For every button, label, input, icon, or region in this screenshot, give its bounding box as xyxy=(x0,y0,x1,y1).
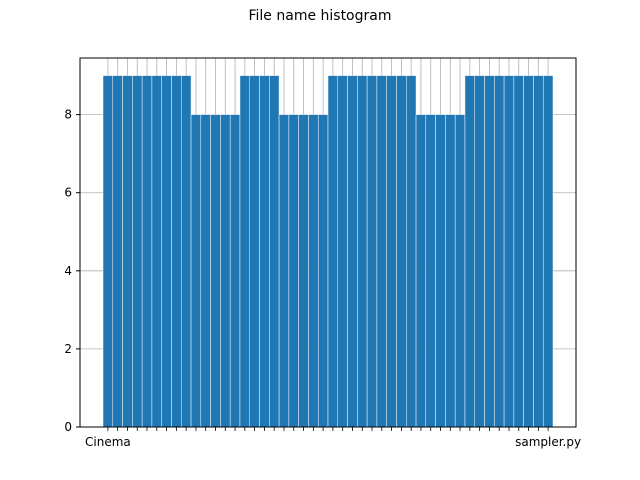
histogram-bar xyxy=(318,115,328,427)
histogram-bar xyxy=(465,76,475,427)
histogram-bar xyxy=(436,115,446,427)
histogram-bar xyxy=(269,76,279,427)
histogram-bar xyxy=(445,115,455,427)
histogram-bar xyxy=(201,115,211,427)
histogram-bar xyxy=(240,76,250,427)
histogram-bar xyxy=(357,76,367,427)
histogram-bar xyxy=(514,76,524,427)
histogram-bar xyxy=(152,76,162,427)
histogram-bar xyxy=(103,76,113,427)
histogram-bar xyxy=(416,115,426,427)
histogram-bar xyxy=(123,76,133,427)
histogram-bar xyxy=(289,115,299,427)
histogram-bar xyxy=(113,76,123,427)
histogram-bar xyxy=(533,76,543,427)
histogram-bar xyxy=(475,76,485,427)
histogram-bar xyxy=(181,76,191,427)
histogram-bar xyxy=(162,76,172,427)
histogram-bar xyxy=(299,115,309,427)
histogram-bar xyxy=(191,115,201,427)
histogram-bar xyxy=(142,76,152,427)
histogram-bar xyxy=(524,76,534,427)
histogram-bar xyxy=(338,76,348,427)
histogram-bar xyxy=(220,115,230,427)
histogram-bar xyxy=(230,115,240,427)
histogram-bar xyxy=(377,76,387,427)
histogram-bar xyxy=(494,76,504,427)
y-tick-label: 8 xyxy=(64,108,72,122)
histogram-bar xyxy=(211,115,221,427)
histogram-bar xyxy=(279,115,289,427)
x-tick-label-first: Cinema xyxy=(85,435,131,449)
histogram-bar xyxy=(328,76,338,427)
histogram-bar xyxy=(406,76,416,427)
histogram-bar xyxy=(260,76,270,427)
y-tick-label: 4 xyxy=(64,264,72,278)
histogram-bar xyxy=(543,76,553,427)
histogram-bar xyxy=(387,76,397,427)
histogram-bar xyxy=(426,115,436,427)
histogram-bar xyxy=(396,76,406,427)
y-tick-label: 2 xyxy=(64,342,72,356)
y-tick-label: 0 xyxy=(64,420,72,434)
histogram-bar xyxy=(308,115,318,427)
histogram-bar xyxy=(132,76,142,427)
histogram-bar xyxy=(171,76,181,427)
histogram-bar xyxy=(504,76,514,427)
histogram-bar xyxy=(348,76,358,427)
x-tick-label-last: sampler.py xyxy=(515,435,581,449)
histogram-bar xyxy=(455,115,465,427)
histogram-bar xyxy=(250,76,260,427)
histogram-bar xyxy=(367,76,377,427)
y-tick-label: 6 xyxy=(64,186,72,200)
histogram-bar xyxy=(485,76,495,427)
